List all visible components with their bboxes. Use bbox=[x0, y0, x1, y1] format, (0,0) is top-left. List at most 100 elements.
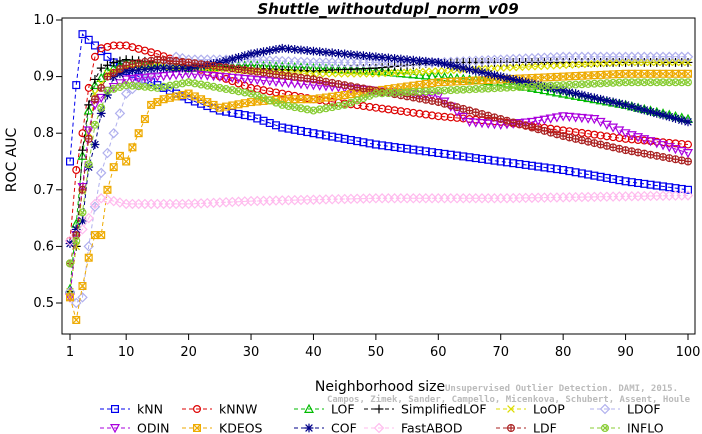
point-cof bbox=[146, 64, 156, 74]
point-cof bbox=[259, 47, 268, 57]
x-tick-label: 100 bbox=[676, 345, 701, 360]
point-loop bbox=[553, 61, 561, 70]
point-loop bbox=[521, 63, 530, 71]
point-loop bbox=[546, 62, 555, 70]
point-cof bbox=[596, 94, 606, 104]
point-lof bbox=[539, 84, 550, 95]
point-ldf bbox=[122, 61, 131, 70]
point-odin bbox=[458, 112, 469, 123]
legend-label-lof: LOF bbox=[331, 402, 355, 417]
point-odin bbox=[682, 149, 694, 159]
point-inflo bbox=[72, 236, 81, 245]
legend-marker-inflo bbox=[600, 424, 609, 433]
point-loop bbox=[490, 64, 499, 73]
legend-item-knn: kNN bbox=[100, 402, 163, 417]
point-odin bbox=[83, 126, 94, 136]
point-ldf bbox=[315, 76, 324, 85]
point-ldf bbox=[278, 71, 287, 80]
legend-marker-fastabod bbox=[373, 422, 385, 434]
point-loop bbox=[677, 58, 686, 67]
point-lof bbox=[83, 105, 94, 115]
point-lof bbox=[77, 150, 88, 160]
watermark: Unsupervised Outlier Detection. DAMI, 20… bbox=[327, 383, 691, 405]
point-cof bbox=[458, 63, 468, 73]
point-odin bbox=[264, 77, 275, 87]
point-cof bbox=[658, 110, 668, 120]
point-odin bbox=[239, 74, 250, 85]
point-odin bbox=[133, 74, 144, 84]
point-fastabod bbox=[83, 212, 94, 224]
point-cof bbox=[346, 50, 356, 59]
point-cof bbox=[496, 72, 506, 81]
y-tick-label: 1.0 bbox=[33, 13, 54, 28]
point-odin bbox=[214, 72, 225, 82]
point-cof bbox=[621, 100, 630, 110]
legend-item-ldof: LDOF bbox=[590, 402, 661, 417]
point-cof bbox=[78, 216, 87, 226]
point-knn bbox=[84, 35, 93, 44]
point-ldf bbox=[640, 149, 649, 158]
y-tick-label: 0.5 bbox=[33, 296, 54, 311]
point-ldf bbox=[415, 94, 424, 103]
point-odin bbox=[639, 135, 650, 145]
point-loop bbox=[365, 69, 374, 78]
point-cof bbox=[296, 45, 306, 55]
point-ldf bbox=[334, 79, 343, 88]
point-cof bbox=[433, 58, 443, 67]
point-kdeos bbox=[128, 143, 137, 152]
point-odin bbox=[658, 141, 669, 151]
point-ldf bbox=[78, 185, 87, 194]
point-cof bbox=[246, 49, 256, 59]
x-tick-label: 90 bbox=[617, 345, 634, 360]
point-loop bbox=[347, 69, 355, 78]
point-loop bbox=[390, 69, 399, 77]
point-odin bbox=[152, 72, 163, 82]
point-cof bbox=[377, 52, 387, 62]
legend-label-simplifiedlof: SimplifiedLOF bbox=[401, 402, 487, 417]
point-cof bbox=[334, 48, 343, 58]
point-knn bbox=[65, 157, 74, 166]
point-cof bbox=[227, 54, 237, 64]
point-ldf bbox=[634, 148, 643, 157]
point-odin bbox=[651, 139, 662, 149]
series-fastabod bbox=[64, 190, 694, 246]
point-odin bbox=[645, 137, 656, 147]
point-ldf bbox=[84, 134, 93, 143]
point-ldf bbox=[309, 75, 318, 84]
point-odin bbox=[202, 71, 213, 81]
point-odin bbox=[114, 79, 125, 89]
point-lof bbox=[439, 71, 450, 82]
point-loop bbox=[596, 59, 605, 68]
point-ldf bbox=[353, 83, 362, 92]
legend-marker-ldf bbox=[507, 424, 516, 433]
point-knn bbox=[72, 81, 81, 90]
point-kdeos bbox=[97, 231, 106, 240]
point-cof bbox=[614, 99, 624, 108]
point-cof bbox=[171, 63, 181, 73]
point-loop bbox=[428, 67, 436, 76]
x-tick-label: 40 bbox=[305, 345, 322, 360]
point-odin bbox=[470, 118, 481, 128]
point-cof bbox=[558, 86, 568, 96]
point-simplifiedlof bbox=[90, 75, 100, 84]
point-cof bbox=[128, 65, 137, 75]
point-knnw bbox=[72, 165, 81, 174]
point-odin bbox=[589, 115, 600, 125]
y-tick-label: 0.6 bbox=[33, 239, 54, 254]
point-kdeos bbox=[134, 129, 143, 138]
point-simplifiedlof bbox=[103, 60, 112, 70]
point-cof bbox=[271, 45, 281, 54]
y-axis-label: ROC AUC bbox=[4, 127, 20, 192]
legend-item-ldf: LDF bbox=[496, 421, 557, 434]
point-cof bbox=[383, 53, 393, 63]
point-odin bbox=[146, 73, 157, 83]
point-odin bbox=[676, 147, 687, 157]
point-loop bbox=[659, 58, 667, 67]
point-cof bbox=[471, 66, 481, 76]
point-odin bbox=[526, 117, 537, 128]
point-lof bbox=[433, 71, 444, 81]
point-cof bbox=[115, 69, 125, 79]
point-ldf bbox=[671, 155, 680, 164]
point-fastabod bbox=[114, 197, 126, 208]
